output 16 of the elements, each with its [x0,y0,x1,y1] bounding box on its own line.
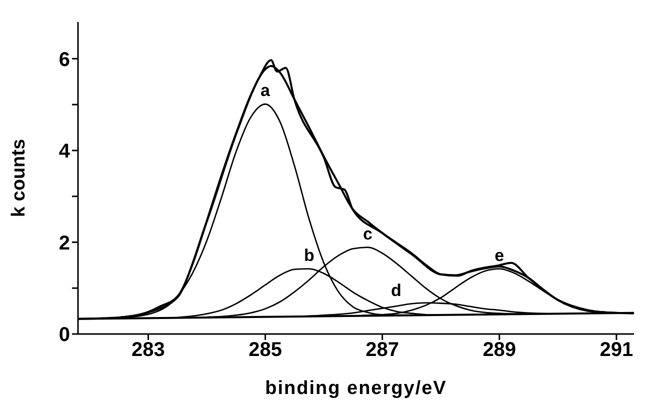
x-tick-label: 287 [366,339,400,362]
x-axis-title: binding energy/eV [265,378,447,399]
y-tick-label: 2 [58,232,70,254]
series-label: e [494,246,504,265]
x-tick-label: 291 [600,339,634,362]
series-label: b [304,246,314,265]
y-tick-label: 0 [58,324,70,346]
x-tick-label: 283 [132,339,165,362]
series-label: d [391,280,402,300]
series-label: c [362,224,372,244]
y-tick-label: 6 [58,48,70,71]
x-tick-label: 285 [248,339,282,362]
x-tick-label: 289 [482,339,516,362]
series-label: a [260,81,271,100]
y-axis-title: k counts [8,138,30,218]
y-tick-label: 4 [58,140,71,163]
